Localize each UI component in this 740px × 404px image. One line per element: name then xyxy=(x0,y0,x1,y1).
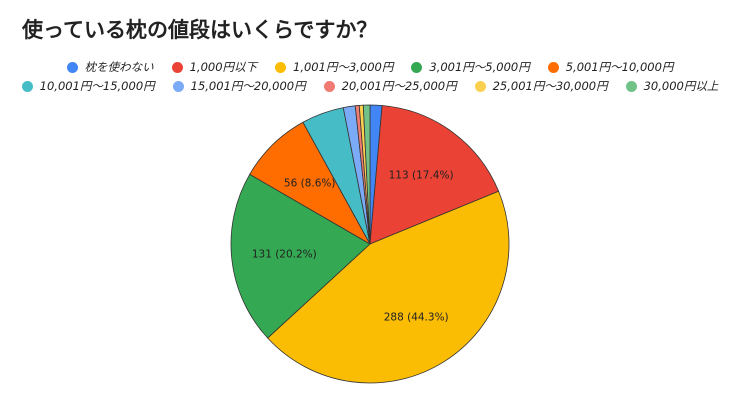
legend-swatch-icon xyxy=(323,80,335,92)
pie-data-label: 113 (17.4%) xyxy=(389,170,454,182)
pie-data-label: 288 (44.3%) xyxy=(384,312,449,324)
legend-swatch-icon xyxy=(172,80,184,92)
legend-row-2: 10,001円～15,000円 15,001円～20,000円 20,001円～25… xyxy=(0,79,740,93)
legend-swatch-icon xyxy=(275,61,287,73)
legend-label: 30,000円以上 xyxy=(643,79,719,93)
legend-label: 25,001円～30,000円 xyxy=(492,79,608,93)
legend-swatch-icon xyxy=(21,80,33,92)
pie-slice[interactable] xyxy=(267,190,510,384)
legend-item[interactable]: 5,001円～10,000円 xyxy=(547,60,674,74)
legend-label: 1,001円～3,000円 xyxy=(293,60,394,74)
legend-label: 5,001円～10,000円 xyxy=(565,60,674,74)
legend-item[interactable]: 15,001円～20,000円 xyxy=(172,79,306,93)
pie-slice[interactable] xyxy=(369,105,499,245)
legend-item[interactable]: 10,001円～15,000円 xyxy=(21,79,155,93)
legend-item[interactable]: 20,001円～25,000円 xyxy=(323,79,457,93)
legend-label: 15,001円～20,000円 xyxy=(190,79,306,93)
pie-slice[interactable] xyxy=(362,104,371,245)
legend-item[interactable]: 1,000円以下 xyxy=(171,60,258,74)
legend-item[interactable]: 30,000円以上 xyxy=(625,79,719,93)
legend-label: 3,001円～5,000円 xyxy=(429,60,530,74)
legend-item[interactable]: 枕を使わない xyxy=(66,60,154,74)
legend-label: 10,001円～15,000円 xyxy=(39,79,155,93)
legend-swatch-icon xyxy=(625,80,637,92)
legend-swatch-icon xyxy=(66,61,78,73)
legend-label: 20,001円～25,000円 xyxy=(341,79,457,93)
legend-row-1: 枕を使わない 1,000円以下 1,001円～3,000円 3,001円～5,000円… xyxy=(0,60,740,74)
pie-data-label: 131 (20.2%) xyxy=(252,248,317,260)
legend-swatch-icon xyxy=(171,61,183,73)
legend-swatch-icon xyxy=(474,80,486,92)
legend-swatch-icon xyxy=(547,61,559,73)
legend-label: 枕を使わない xyxy=(84,60,154,74)
legend-item[interactable]: 3,001円～5,000円 xyxy=(411,60,530,74)
legend-label: 1,000円以下 xyxy=(189,60,258,74)
legend-item[interactable]: 25,001円～30,000円 xyxy=(474,79,608,93)
legend-item[interactable]: 1,001円～3,000円 xyxy=(275,60,393,74)
pie-data-label: 56 (8.6%) xyxy=(284,177,336,189)
pie-slice[interactable] xyxy=(230,173,371,339)
chart-title: 使っている枕の値段はいくらですか？ xyxy=(22,18,378,42)
legend-swatch-icon xyxy=(411,61,423,73)
